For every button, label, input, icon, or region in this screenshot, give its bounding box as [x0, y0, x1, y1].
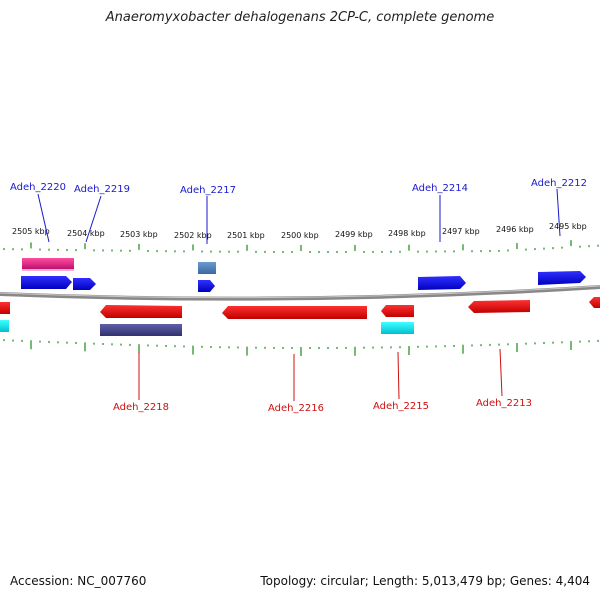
- gene-feature[interactable]: [381, 322, 414, 334]
- bottom-callouts: [138, 348, 503, 401]
- scale-label: 2498 kbp: [388, 229, 426, 238]
- scale-ticks-bottom: [3, 339, 599, 356]
- scale-label: 2497 kbp: [442, 227, 480, 236]
- gene-label[interactable]: Adeh_2217: [180, 185, 236, 196]
- scale-label: 2496 kbp: [496, 225, 534, 234]
- scale-label: 2504 kbp: [67, 229, 105, 238]
- gene-label[interactable]: Adeh_2220: [10, 182, 66, 193]
- gene-feature[interactable]: [100, 324, 182, 336]
- gene-feature[interactable]: [468, 300, 530, 313]
- gene-label[interactable]: Adeh_2216: [268, 403, 324, 414]
- summary-text: Topology: circular; Length: 5,013,479 bp…: [260, 574, 590, 588]
- gene-feature[interactable]: [538, 271, 586, 285]
- scale-label: 2499 kbp: [335, 230, 373, 239]
- genome-backbone-highlight: [0, 285, 600, 299]
- gene-feature[interactable]: [418, 276, 466, 290]
- scale-label: 2503 kbp: [120, 230, 158, 239]
- gene-feature[interactable]: [21, 276, 72, 289]
- gene-label[interactable]: Adeh_2214: [412, 183, 468, 194]
- gene-label[interactable]: Adeh_2212: [531, 178, 587, 189]
- gene-feature[interactable]: [0, 302, 10, 314]
- gene-feature[interactable]: [22, 258, 74, 269]
- map-title: Anaeromyxobacter dehalogenans 2CP-C, com…: [105, 10, 495, 25]
- gene-labels-top: Adeh_2220 Adeh_2219 Adeh_2217 Adeh_2214 …: [10, 178, 587, 196]
- gene-label[interactable]: Adeh_2213: [476, 398, 532, 409]
- genome-backbone: [0, 285, 600, 301]
- scale-label: 2501 kbp: [227, 231, 265, 240]
- gene-shadow: [22, 269, 74, 271]
- gene-label[interactable]: Adeh_2219: [74, 184, 130, 195]
- accession-text: Accession: NC_007760: [10, 574, 147, 588]
- gene-feature[interactable]: [0, 320, 9, 332]
- gene-feature[interactable]: [381, 305, 414, 317]
- gene-label[interactable]: Adeh_2215: [373, 401, 429, 412]
- scale-label: 2502 kbp: [174, 231, 212, 240]
- gene-feature[interactable]: [198, 262, 216, 274]
- scale-ticks-top: [3, 240, 599, 253]
- forward-genes: [21, 258, 586, 292]
- top-callouts: [37, 188, 561, 244]
- gene-feature[interactable]: [100, 305, 182, 318]
- scale-label: 2505 kbp: [12, 227, 50, 236]
- scale-label: 2495 kbp: [549, 222, 587, 231]
- scale-label: 2500 kbp: [281, 231, 319, 240]
- gene-labels-bottom: Adeh_2218 Adeh_2216 Adeh_2215 Adeh_2213: [113, 398, 532, 414]
- gene-feature[interactable]: [222, 306, 367, 319]
- scale-labels: 2505 kbp 2504 kbp 2503 kbp 2502 kbp 2501…: [12, 222, 587, 240]
- gene-feature[interactable]: [198, 280, 215, 292]
- gene-feature[interactable]: [589, 297, 600, 308]
- gene-feature[interactable]: [73, 278, 96, 290]
- reverse-genes: [0, 297, 600, 336]
- gene-label[interactable]: Adeh_2218: [113, 402, 169, 413]
